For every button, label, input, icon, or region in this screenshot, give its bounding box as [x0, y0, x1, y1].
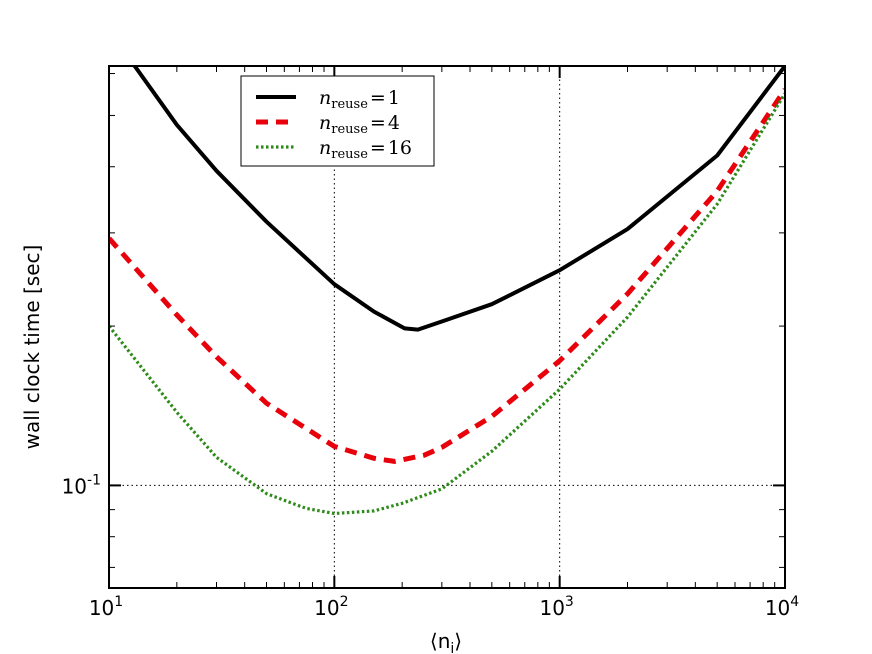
- x-tick-label: 103: [539, 594, 573, 620]
- x-tick-base: 10: [765, 596, 790, 620]
- series-group: [109, 66, 785, 516]
- legend-var: n: [319, 87, 331, 109]
- y-axis-label: wall clock time [sec]: [20, 245, 44, 450]
- series-line-3: [109, 92, 785, 516]
- legend-num: 16: [388, 137, 412, 159]
- x-tick-label: 104: [765, 594, 799, 620]
- plot-frame: [108, 65, 786, 589]
- legend-eq: =: [370, 112, 386, 134]
- legend-label-1: nreuse = 1: [319, 87, 400, 112]
- x-tick-label: 102: [314, 594, 348, 620]
- y-tick-base: 10: [62, 474, 87, 498]
- legend-num: 1: [388, 87, 400, 109]
- legend-box: [240, 75, 435, 167]
- x-axis-label-sub: i: [450, 641, 454, 654]
- legend-label-2: nreuse = 4: [319, 112, 400, 137]
- x-tick-base: 10: [314, 596, 339, 620]
- legend-num: 4: [388, 112, 400, 134]
- legend-eq: =: [370, 87, 386, 109]
- y-tick-label: 10-1: [62, 472, 101, 498]
- x-axis-label: ⟨ni⟩: [430, 629, 462, 654]
- legend-var: n: [319, 137, 331, 159]
- x-tick-base: 10: [539, 596, 564, 620]
- y-tick-exponent: -1: [87, 472, 101, 488]
- legend-sub: reuse: [331, 97, 368, 112]
- legend-sub: reuse: [331, 122, 368, 137]
- series-line-1: [130, 66, 785, 332]
- x-axis-label-close: ⟩: [454, 629, 462, 653]
- x-tick-exponent: 3: [565, 594, 574, 610]
- legend-eq: =: [370, 137, 386, 159]
- legend-sub: reuse: [331, 147, 368, 162]
- legend-var: n: [319, 112, 331, 134]
- x-tick-label: 101: [89, 594, 123, 620]
- series-line-2: [109, 88, 785, 464]
- legend-label-3: nreuse = 16: [319, 137, 412, 162]
- x-axis-label-open: ⟨n: [430, 629, 450, 653]
- x-tick-exponent: 2: [340, 594, 349, 610]
- x-tick-base: 10: [89, 596, 114, 620]
- x-tick-exponent: 1: [114, 594, 123, 610]
- x-tick-exponent: 4: [790, 594, 799, 610]
